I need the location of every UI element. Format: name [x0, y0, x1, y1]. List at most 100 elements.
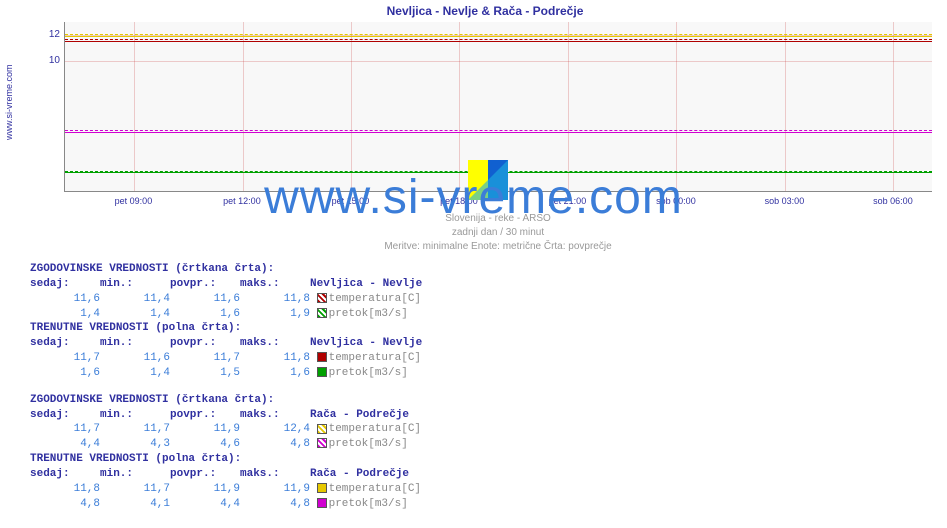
- val-sedaj: 1,4: [30, 307, 100, 322]
- chart-footer: Slovenija - reke - ARSOzadnji dan / 30 m…: [64, 212, 932, 254]
- x-tick: sob 06:00: [873, 196, 913, 206]
- val-sedaj: 4,8: [30, 497, 100, 512]
- x-tick: pet 21:00: [549, 196, 587, 206]
- val-sedaj: 11,8: [30, 482, 100, 497]
- val-sedaj: 11,6: [30, 292, 100, 307]
- logo-icon: [468, 160, 508, 200]
- location-name: Rača - Podrečje: [310, 467, 409, 482]
- series-swatch: [317, 498, 327, 508]
- location-name: Nevljica - Nevlje: [310, 277, 422, 292]
- series-swatch: [317, 293, 327, 303]
- series-swatch: [317, 483, 327, 493]
- chart-footer-line: Meritve: minimalne Enote: metrične Črta:…: [64, 240, 932, 254]
- val-povpr: 11,9: [170, 482, 240, 497]
- gridline-v: [243, 22, 244, 191]
- series-swatch: [317, 424, 327, 434]
- location-name: Nevljica - Nevlje: [310, 336, 422, 351]
- series-raca-temp-curr: [65, 36, 932, 37]
- chart-footer-line: Slovenija - reke - ARSO: [64, 212, 932, 226]
- section-title: TRENUTNE VREDNOSTI (polna črta):: [30, 452, 422, 467]
- col-maks: maks.:: [240, 277, 310, 292]
- series-nevl-temp-curr: [65, 41, 932, 42]
- col-min: min.:: [100, 408, 170, 423]
- val-povpr: 1,5: [170, 366, 240, 381]
- val-povpr: 1,6: [170, 307, 240, 322]
- gridline-v: [568, 22, 569, 191]
- chart-footer-line: zadnji dan / 30 minut: [64, 226, 932, 240]
- gridline-h: [65, 61, 932, 62]
- val-sedaj: 11,7: [30, 422, 100, 437]
- gridline-v: [459, 22, 460, 191]
- col-povpr: povpr.:: [170, 467, 240, 482]
- metric-label: temperatura[C]: [329, 422, 421, 437]
- val-maks: 12,4: [240, 422, 310, 437]
- y-tick: 12: [44, 29, 60, 40]
- col-sedaj: sedaj:: [30, 336, 100, 351]
- source-label: www.si-vreme.com: [4, 64, 14, 140]
- val-maks: 4,8: [240, 437, 310, 452]
- table-row: 11,711,611,711,8 temperatura[C]: [30, 351, 422, 366]
- val-min: 11,6: [100, 351, 170, 366]
- section-title: ZGODOVINSKE VREDNOSTI (črtkana črta):: [30, 262, 422, 277]
- val-povpr: 4,4: [170, 497, 240, 512]
- val-sedaj: 11,7: [30, 351, 100, 366]
- val-min: 11,7: [100, 422, 170, 437]
- table-row: 4,84,14,44,8 pretok[m3/s]: [30, 497, 422, 512]
- val-maks: 11,8: [240, 351, 310, 366]
- col-min: min.:: [100, 336, 170, 351]
- gridline-v: [351, 22, 352, 191]
- series-swatch: [317, 352, 327, 362]
- val-min: 1,4: [100, 366, 170, 381]
- metric-label: temperatura[C]: [329, 482, 421, 497]
- val-maks: 1,9: [240, 307, 310, 322]
- metric-label: temperatura[C]: [329, 351, 421, 366]
- val-maks: 1,6: [240, 366, 310, 381]
- col-sedaj: sedaj:: [30, 408, 100, 423]
- val-maks: 11,9: [240, 482, 310, 497]
- val-min: 11,4: [100, 292, 170, 307]
- x-tick: sob 03:00: [765, 196, 805, 206]
- metric-label: pretok[m3/s]: [329, 497, 408, 512]
- series-swatch: [317, 308, 327, 318]
- table-header-row: sedaj:min.:povpr.:maks.:Rača - Podrečje: [30, 408, 422, 423]
- val-povpr: 11,6: [170, 292, 240, 307]
- table-row: 11,811,711,911,9 temperatura[C]: [30, 482, 422, 497]
- data-tables: ZGODOVINSKE VREDNOSTI (črtkana črta):sed…: [30, 262, 422, 512]
- col-maks: maks.:: [240, 408, 310, 423]
- series-swatch: [317, 438, 327, 448]
- val-min: 4,1: [100, 497, 170, 512]
- val-min: 4,3: [100, 437, 170, 452]
- section-title: TRENUTNE VREDNOSTI (polna črta):: [30, 321, 422, 336]
- col-povpr: povpr.:: [170, 336, 240, 351]
- table-row: 4,44,34,64,8 pretok[m3/s]: [30, 437, 422, 452]
- metric-label: pretok[m3/s]: [329, 307, 408, 322]
- val-maks: 11,8: [240, 292, 310, 307]
- y-tick: 10: [44, 55, 60, 66]
- col-povpr: povpr.:: [170, 277, 240, 292]
- val-min: 1,4: [100, 307, 170, 322]
- table-header-row: sedaj:min.:povpr.:maks.:Nevljica - Nevlj…: [30, 336, 422, 351]
- col-povpr: povpr.:: [170, 408, 240, 423]
- val-min: 11,7: [100, 482, 170, 497]
- location-name: Rača - Podrečje: [310, 408, 409, 423]
- val-povpr: 11,7: [170, 351, 240, 366]
- val-sedaj: 1,6: [30, 366, 100, 381]
- gridline-v: [893, 22, 894, 191]
- col-maks: maks.:: [240, 467, 310, 482]
- table-header-row: sedaj:min.:povpr.:maks.:Rača - Podrečje: [30, 467, 422, 482]
- section-title: ZGODOVINSKE VREDNOSTI (črtkana črta):: [30, 393, 422, 408]
- gridline-v: [676, 22, 677, 191]
- table-row: 11,611,411,611,8 temperatura[C]: [30, 292, 422, 307]
- x-tick: sob 00:00: [656, 196, 696, 206]
- table-row: 1,41,41,61,9 pretok[m3/s]: [30, 307, 422, 322]
- metric-label: pretok[m3/s]: [329, 366, 408, 381]
- x-tick: pet 09:00: [115, 196, 153, 206]
- gridline-v: [785, 22, 786, 191]
- table-row: 11,711,711,912,4 temperatura[C]: [30, 422, 422, 437]
- col-min: min.:: [100, 467, 170, 482]
- series-raca-flow-curr: [65, 132, 932, 133]
- val-sedaj: 4,4: [30, 437, 100, 452]
- val-povpr: 11,9: [170, 422, 240, 437]
- metric-label: temperatura[C]: [329, 292, 421, 307]
- x-tick: pet 15:00: [332, 196, 370, 206]
